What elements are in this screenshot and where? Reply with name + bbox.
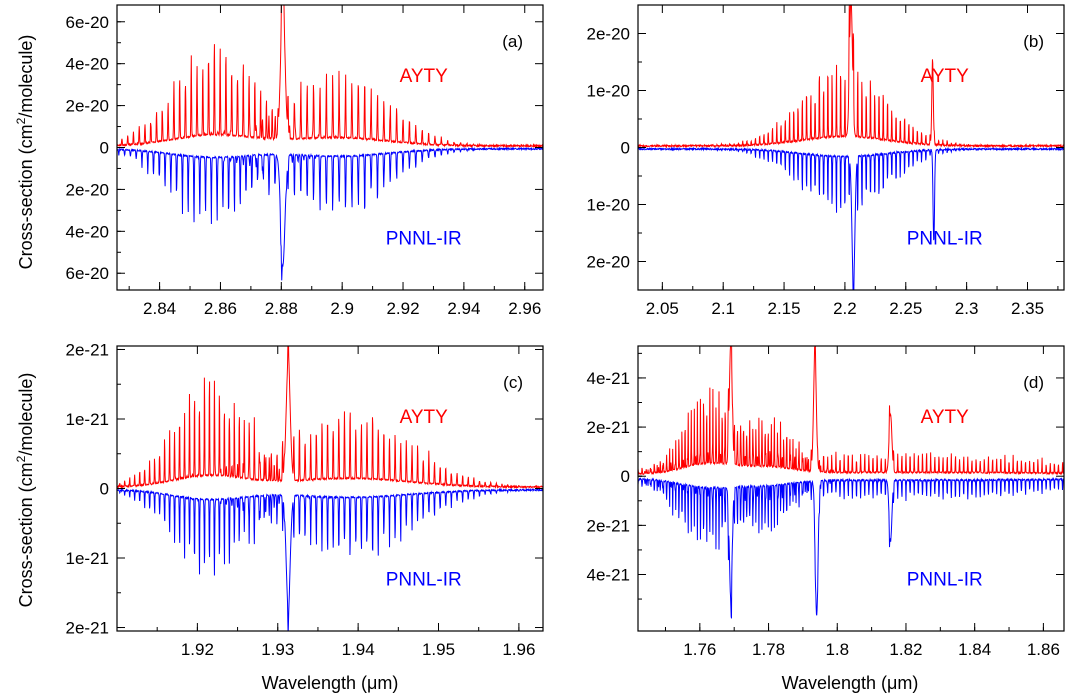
x-tick-label: 1.86 — [1027, 640, 1060, 659]
panel-label: (b) — [1023, 32, 1044, 51]
panel-label: (a) — [502, 32, 523, 51]
ylabel-top: Cross-section (cm2/molecule) — [14, 35, 36, 270]
series-aYTY-line — [638, 346, 1064, 476]
y-tick-label: 2e-21 — [66, 619, 109, 638]
y-tick-label: 0 — [621, 467, 630, 486]
x-tick-label: 2.94 — [447, 299, 480, 318]
x-tick-label: 1.76 — [683, 640, 716, 659]
y-tick-label: 4e-20 — [66, 222, 109, 241]
x-tick-label: 1.84 — [958, 640, 991, 659]
series-aYTY-line — [117, 5, 543, 149]
panel-label: (d) — [1023, 373, 1044, 392]
x-tick-label: 2.9 — [330, 299, 354, 318]
x-tick-label: 2.05 — [646, 299, 679, 318]
x-tick-label: 2.86 — [204, 299, 237, 318]
y-tick-label: 2e-20 — [66, 180, 109, 199]
y-tick-label: 4e-20 — [66, 55, 109, 74]
x-tick-label: 2.96 — [508, 299, 541, 318]
panel-a: 2.84 2.86 2.88 2.9 2.92 2.94 2.96 6e-20 4e-20 2e-… — [66, 4, 544, 318]
x-tick-label: 2.1 — [711, 299, 735, 318]
annotation-pnnl-ir: PNNL-IR — [386, 569, 462, 590]
panel-b: 2.05 2.1 2.15 2.2 2.25 2.3 2.35 2e-20 1e-20 0 1e-2… — [587, 4, 1065, 318]
y-tick-label: 6e-20 — [66, 264, 109, 283]
series-pnnl-ir-line — [117, 487, 543, 631]
annotation-pnnl-ir: PNNL-IR — [386, 228, 462, 249]
x-tick-label: 2.84 — [143, 299, 176, 318]
x-tick-label: 2.25 — [889, 299, 922, 318]
x-tick-label: 2.88 — [265, 299, 298, 318]
y-tick-label: 1e-21 — [66, 410, 109, 429]
y-tick-label: 4e-21 — [587, 369, 630, 388]
plot-frame — [637, 4, 1065, 291]
y-tick-label: 2e-20 — [66, 97, 109, 116]
x-tick-label: 1.94 — [342, 640, 375, 659]
x-tick-label: 2.2 — [833, 299, 857, 318]
x-tick-label: 1.78 — [752, 640, 785, 659]
plot-frame — [116, 4, 544, 291]
y-tick-label: 1e-20 — [587, 196, 630, 215]
plot-frame — [637, 345, 1065, 632]
series-pnnl-ir-line — [117, 146, 543, 281]
annotation-aYTY: AYTY — [400, 66, 449, 87]
series-pnnl-ir-line — [638, 146, 1064, 290]
x-tick-label: 1.93 — [261, 640, 294, 659]
x-tick-label: 1.96 — [502, 640, 535, 659]
y-tick-label: 2e-21 — [587, 516, 630, 535]
x-tick-label: 1.95 — [422, 640, 455, 659]
y-tick-label: 1e-21 — [66, 549, 109, 568]
annotation-aYTY: AYTY — [921, 407, 970, 428]
annotation-aYTY: AYTY — [921, 66, 970, 87]
annotation-aYTY: AYTY — [400, 407, 449, 428]
y-tick-label: 2e-21 — [66, 340, 109, 359]
x-tick-label: 2.3 — [955, 299, 979, 318]
xlabel-left: Wavelength (μm) — [262, 673, 399, 693]
annotation-pnnl-ir: PNNL-IR — [907, 569, 983, 590]
y-tick-label: 0 — [621, 139, 630, 158]
y-tick-label: 2e-20 — [587, 25, 630, 44]
x-tick-label: 1.8 — [825, 640, 849, 659]
x-tick-label: 2.15 — [768, 299, 801, 318]
panel-label: (c) — [503, 373, 523, 392]
y-tick-label: 2e-20 — [587, 253, 630, 272]
series-pnnl-ir-line — [638, 476, 1064, 619]
y-tick-label: 0 — [100, 480, 109, 499]
panel-c: 1.92 1.93 1.94 1.95 1.96 2e-21 1e-21 0 1e-21 2e-2… — [66, 340, 544, 659]
plot-frame — [116, 345, 544, 632]
ylabel-bottom: Cross-section (cm2/molecule) — [14, 373, 36, 608]
annotation-pnnl-ir: PNNL-IR — [907, 228, 983, 249]
xlabel-right: Wavelength (μm) — [782, 673, 919, 693]
x-tick-label: 1.82 — [889, 640, 922, 659]
y-tick-label: 2e-21 — [587, 418, 630, 437]
y-tick-label: 4e-21 — [587, 565, 630, 584]
series-aYTY-line — [638, 5, 1064, 149]
x-tick-label: 2.92 — [386, 299, 419, 318]
y-tick-label: 1e-20 — [587, 82, 630, 101]
series-aYTY-line — [117, 346, 543, 490]
y-tick-label: 0 — [100, 139, 109, 158]
x-tick-label: 2.35 — [1011, 299, 1044, 318]
panel-d: 1.76 1.78 1.8 1.82 1.84 1.86 4e-21 2e-21 0 2e-21 4… — [587, 345, 1065, 659]
x-tick-label: 1.92 — [181, 640, 214, 659]
y-tick-label: 6e-20 — [66, 13, 109, 32]
